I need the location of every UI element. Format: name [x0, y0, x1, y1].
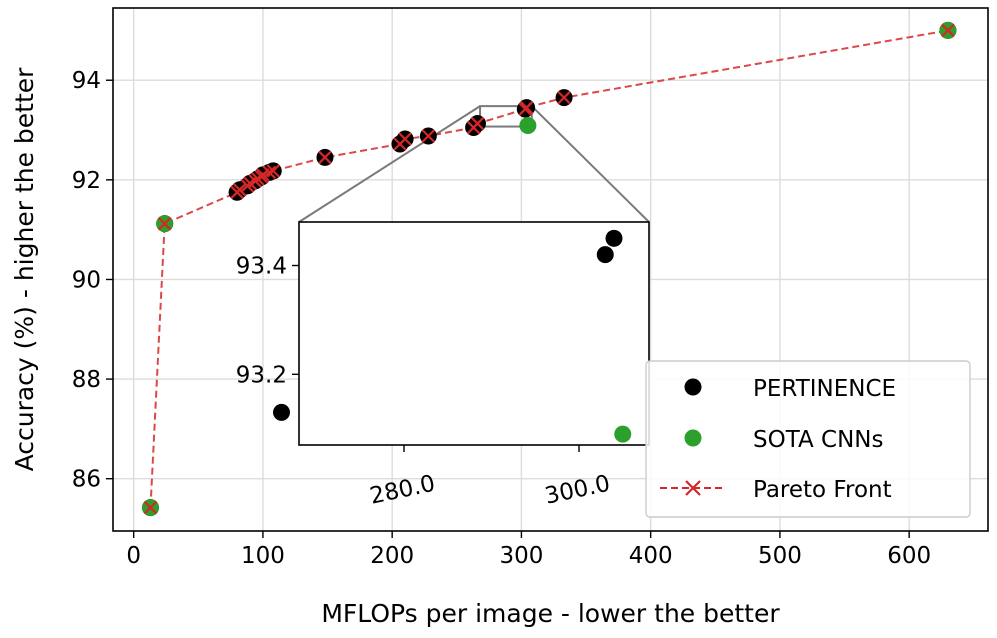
legend-label: SOTA CNNs	[753, 427, 883, 453]
legend-marker	[684, 429, 702, 447]
pareto-marker	[143, 500, 158, 515]
inset-frame	[298, 221, 650, 446]
inset-y-tick-label: 93.2	[236, 362, 287, 388]
sota-cnn-point	[519, 117, 537, 135]
pareto-marker	[318, 150, 332, 165]
pareto-front-line	[149, 29, 949, 508]
pareto-front-series	[149, 29, 949, 508]
x-axis-label: MFLOPs per image - lower the better	[321, 599, 780, 628]
zoom-indicator	[298, 105, 650, 223]
x-axis-ticks: 0 100 200 300 400 500 600	[126, 531, 931, 569]
x-tick-label: 600	[887, 543, 931, 569]
x-tick-label: 400	[629, 543, 673, 569]
y-tick-label: 86	[72, 467, 101, 493]
y-tick-label: 90	[72, 267, 101, 293]
inset-pertinence-point	[596, 246, 614, 264]
legend-marker	[685, 480, 701, 496]
pareto-marker	[157, 216, 172, 231]
y-axis-label: Accuracy (%) - higher the better	[10, 67, 39, 472]
legend-frame	[645, 360, 971, 518]
legend: PERTINENCE SOTA CNNs Pareto Front	[645, 360, 971, 518]
y-tick-label: 94	[72, 68, 101, 94]
inset-pertinence-point	[605, 229, 623, 247]
pareto-marker	[519, 100, 534, 115]
pareto-marker	[470, 116, 485, 131]
x-tick-label: 300	[499, 543, 543, 569]
y-axis-ticks: 86 88 90 92 94	[72, 68, 113, 493]
inset-x-tick-label: 300.0	[543, 471, 613, 510]
inset-pertinence-point	[273, 403, 290, 421]
zoom-connector	[298, 105, 481, 223]
zoom-connector	[531, 105, 650, 223]
pareto-marker	[557, 90, 571, 105]
pareto-marker	[262, 165, 277, 180]
x-tick-label: 500	[758, 543, 802, 569]
plot-frame	[112, 7, 989, 532]
x-tick-label: 0	[126, 543, 141, 569]
y-tick-label: 92	[72, 168, 101, 194]
scatter-points	[141, 21, 957, 517]
legend-label: PERTINENCE	[753, 376, 896, 402]
pareto-marker	[266, 164, 281, 178]
pareto-marker	[232, 183, 247, 197]
inset-x-tick-label: 280.0	[368, 471, 438, 510]
y-tick-label: 88	[72, 367, 101, 393]
inset-sota-point	[614, 425, 632, 443]
legend-label: Pareto Front	[753, 477, 892, 503]
pareto-marker	[941, 23, 955, 38]
inset-y-tick-label: 93.4	[236, 254, 287, 280]
x-tick-label: 100	[241, 543, 285, 569]
pareto-marker	[421, 129, 436, 143]
pareto-marker	[398, 132, 412, 146]
inset-zoom-chart: 93.2 93.4 280.0 300.0	[236, 221, 650, 510]
x-tick-label: 200	[370, 543, 414, 569]
legend-marker	[684, 378, 702, 396]
